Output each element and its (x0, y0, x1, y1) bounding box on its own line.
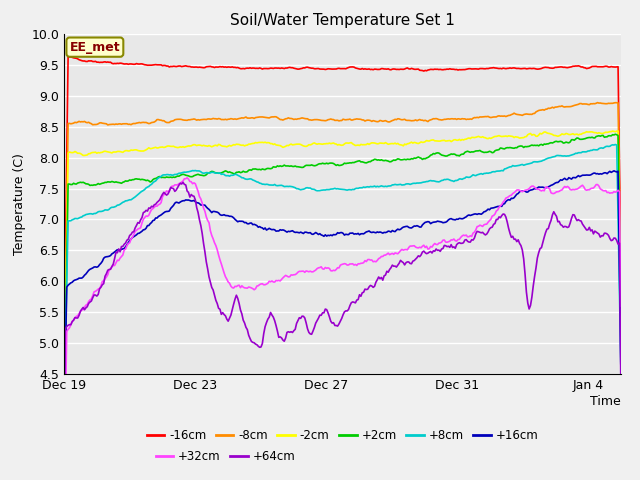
Text: Time: Time (590, 395, 621, 408)
Legend: +32cm, +64cm: +32cm, +64cm (151, 445, 300, 468)
Y-axis label: Temperature (C): Temperature (C) (13, 153, 26, 255)
Text: EE_met: EE_met (70, 41, 120, 54)
Title: Soil/Water Temperature Set 1: Soil/Water Temperature Set 1 (230, 13, 455, 28)
